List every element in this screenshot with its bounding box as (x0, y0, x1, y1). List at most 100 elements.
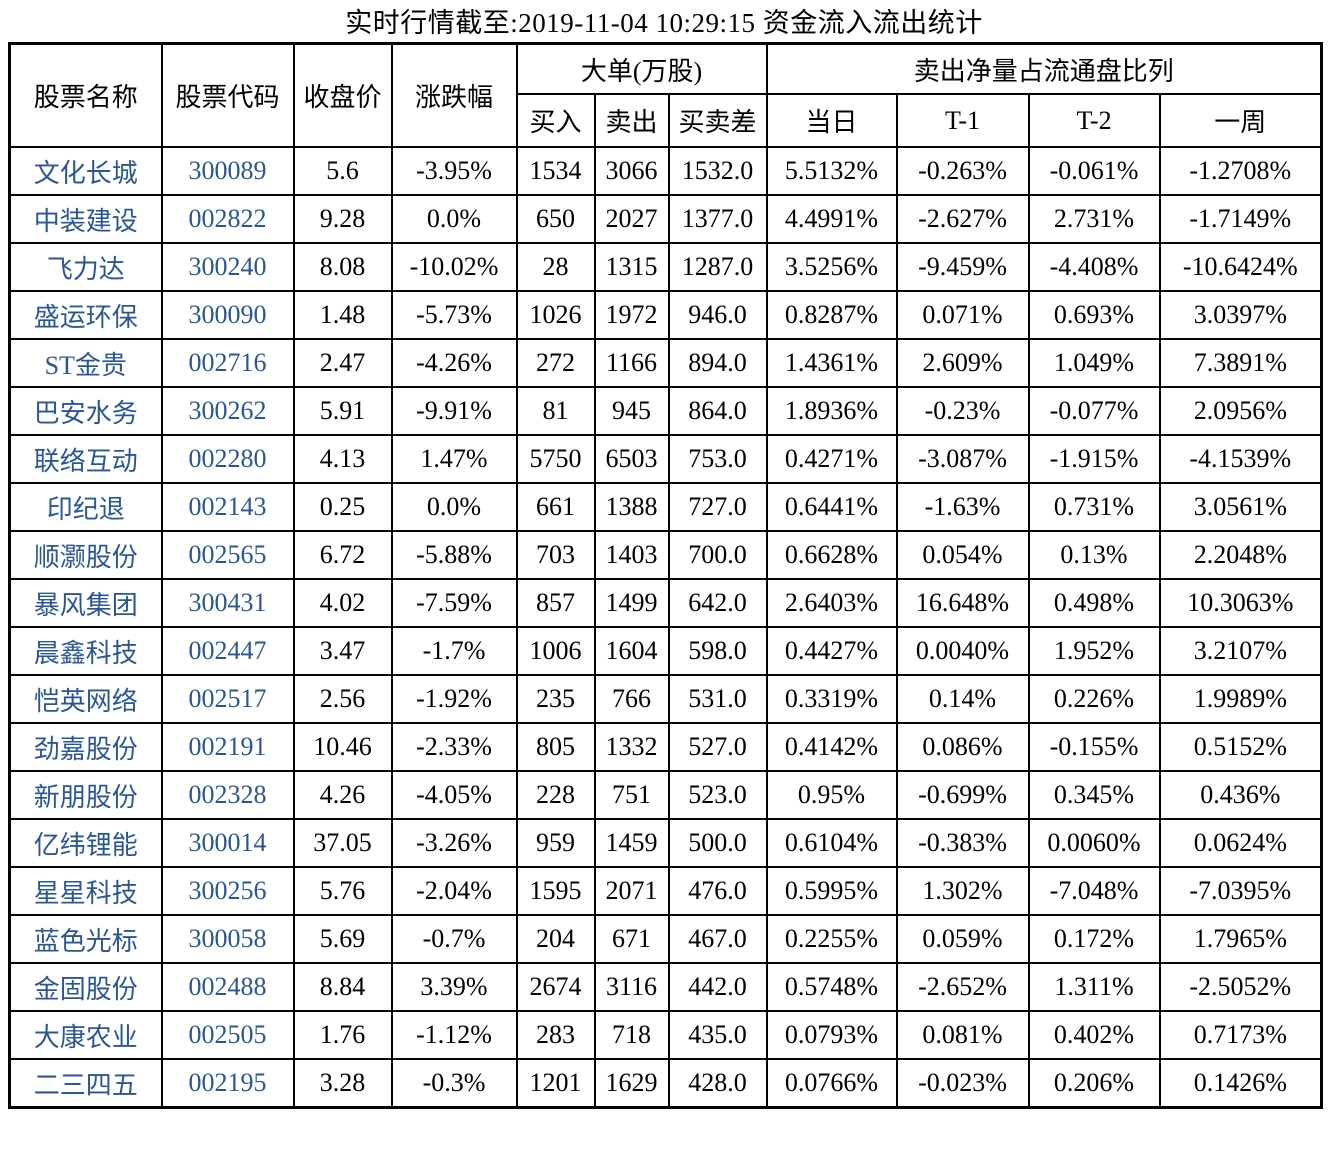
cell-t-minus-1: -0.263% (895, 146, 1030, 196)
cell-buy-sell-diff: 946.0 (667, 290, 768, 340)
cell-today: 0.4271% (765, 434, 898, 484)
cell-one-week: 0.0624% (1158, 818, 1323, 868)
cell-close-price: 1.48 (292, 290, 393, 340)
cell-buy: 272 (515, 338, 596, 388)
cell-today: 0.5995% (765, 866, 898, 916)
cell-stock-name: 飞力达 (8, 242, 163, 292)
col-header-stock-code: 股票代码 (160, 42, 295, 148)
cell-buy: 228 (515, 770, 596, 820)
cell-stock-code: 002822 (160, 194, 295, 244)
cell-close-price: 4.13 (292, 434, 393, 484)
cell-change-pct: -3.95% (390, 146, 518, 196)
cell-change-pct: 3.39% (390, 962, 518, 1012)
cell-stock-name: 印纪退 (8, 482, 163, 532)
report-title: 实时行情截至:2019-11-04 10:29:15 资金流入流出统计 (345, 8, 983, 38)
cell-buy: 1595 (515, 866, 596, 916)
cell-stock-name: 星星科技 (8, 866, 163, 916)
cell-change-pct: -5.73% (390, 290, 518, 340)
cell-today: 4.4991% (765, 194, 898, 244)
cell-buy-sell-diff: 527.0 (667, 722, 768, 772)
cell-change-pct: -4.26% (390, 338, 518, 388)
cell-stock-name: 亿纬锂能 (8, 818, 163, 868)
cell-buy-sell-diff: 523.0 (667, 770, 768, 820)
cell-buy: 2674 (515, 962, 596, 1012)
cell-close-price: 9.28 (292, 194, 393, 244)
cell-one-week: 2.2048% (1158, 530, 1323, 580)
cell-change-pct: -10.02% (390, 242, 518, 292)
cell-buy-sell-diff: 531.0 (667, 674, 768, 724)
cell-stock-name: 蓝色光标 (8, 914, 163, 964)
cell-sell: 1388 (593, 482, 670, 532)
table-row: 中装建设 002822 9.28 0.0% 650 2027 1377.0 4.… (8, 194, 1323, 244)
cell-change-pct: 1.47% (390, 434, 518, 484)
cell-t-minus-2: 0.731% (1027, 482, 1161, 532)
col-header-close-price: 收盘价 (292, 42, 393, 148)
cell-today: 0.4142% (765, 722, 898, 772)
cell-buy: 1534 (515, 146, 596, 196)
cell-stock-name: 顺灏股份 (8, 530, 163, 580)
cell-today: 0.8287% (765, 290, 898, 340)
cell-close-price: 6.72 (292, 530, 393, 580)
cell-close-price: 0.25 (292, 482, 393, 532)
cell-sell: 2027 (593, 194, 670, 244)
col-header-stock-name: 股票名称 (8, 42, 163, 148)
cell-sell: 671 (593, 914, 670, 964)
table-row: 巴安水务 300262 5.91 -9.91% 81 945 864.0 1.8… (8, 386, 1323, 436)
cell-sell: 718 (593, 1010, 670, 1060)
cell-close-price: 1.76 (292, 1010, 393, 1060)
cell-buy-sell-diff: 642.0 (667, 578, 768, 628)
cell-t-minus-1: -2.627% (895, 194, 1030, 244)
cell-buy-sell-diff: 864.0 (667, 386, 768, 436)
cell-stock-code: 002716 (160, 338, 295, 388)
cell-change-pct: -2.04% (390, 866, 518, 916)
cell-close-price: 4.26 (292, 770, 393, 820)
cell-today: 2.6403% (765, 578, 898, 628)
cell-t-minus-1: 0.054% (895, 530, 1030, 580)
cell-sell: 2071 (593, 866, 670, 916)
cell-t-minus-1: -0.023% (895, 1058, 1030, 1109)
cell-change-pct: -2.33% (390, 722, 518, 772)
table-row: 晨鑫科技 002447 3.47 -1.7% 1006 1604 598.0 0… (8, 626, 1323, 676)
cell-stock-name: 金固股份 (8, 962, 163, 1012)
cell-t-minus-1: -0.383% (895, 818, 1030, 868)
cell-sell: 1459 (593, 818, 670, 868)
cell-t-minus-1: 0.081% (895, 1010, 1030, 1060)
cell-stock-code: 002517 (160, 674, 295, 724)
cell-t-minus-2: 0.0060% (1027, 818, 1161, 868)
cell-t-minus-1: -1.63% (895, 482, 1030, 532)
cell-close-price: 37.05 (292, 818, 393, 868)
cell-close-price: 5.6 (292, 146, 393, 196)
cell-today: 0.6441% (765, 482, 898, 532)
col-header-t-minus-2: T-2 (1027, 93, 1161, 148)
cell-today: 0.3319% (765, 674, 898, 724)
cell-sell: 1499 (593, 578, 670, 628)
cell-one-week: -10.6424% (1158, 242, 1323, 292)
col-header-today: 当日 (765, 93, 898, 148)
cell-buy: 703 (515, 530, 596, 580)
cell-one-week: 0.5152% (1158, 722, 1323, 772)
cell-close-price: 4.02 (292, 578, 393, 628)
cell-stock-code: 002505 (160, 1010, 295, 1060)
table-row: 联络互动 002280 4.13 1.47% 5750 6503 753.0 0… (8, 434, 1323, 484)
cell-today: 0.6104% (765, 818, 898, 868)
cell-change-pct: -9.91% (390, 386, 518, 436)
cell-sell: 1332 (593, 722, 670, 772)
cell-sell: 1315 (593, 242, 670, 292)
cell-stock-name: ST金贵 (8, 338, 163, 388)
cell-buy: 661 (515, 482, 596, 532)
cell-buy: 1006 (515, 626, 596, 676)
cell-change-pct: -1.12% (390, 1010, 518, 1060)
col-group-large-orders: 大单(万股) (515, 42, 768, 95)
cell-sell: 1604 (593, 626, 670, 676)
cell-buy-sell-diff: 1287.0 (667, 242, 768, 292)
cell-t-minus-2: -4.408% (1027, 242, 1161, 292)
cell-buy: 857 (515, 578, 596, 628)
cell-stock-name: 文化长城 (8, 146, 163, 196)
cell-t-minus-2: 0.402% (1027, 1010, 1161, 1060)
table-row: 亿纬锂能 300014 37.05 -3.26% 959 1459 500.0 … (8, 818, 1323, 868)
cell-buy: 204 (515, 914, 596, 964)
cell-stock-code: 300240 (160, 242, 295, 292)
cell-stock-name: 恺英网络 (8, 674, 163, 724)
cell-one-week: 0.7173% (1158, 1010, 1323, 1060)
